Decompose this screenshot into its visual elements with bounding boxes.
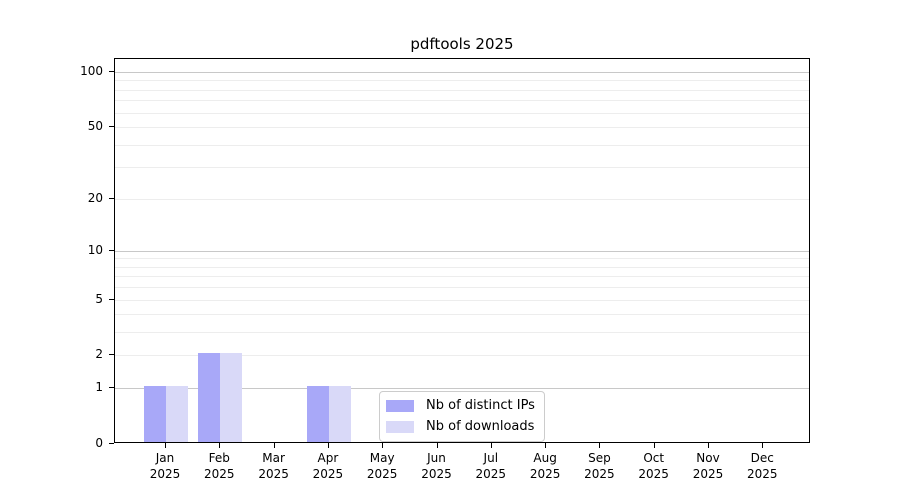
y-tick-label: 50 (87, 119, 103, 134)
plot-area (114, 58, 810, 443)
x-tick-label: Mar 2025 (244, 450, 304, 482)
gridline-minor (115, 89, 809, 91)
chart-title: pdftools 2025 (410, 35, 514, 53)
gridline-minor (115, 355, 809, 357)
x-label-year: 2025 (312, 467, 344, 481)
x-label-year: 2025 (747, 467, 778, 481)
x-tick-label: Nov 2025 (678, 450, 738, 482)
x-label-year: 2025 (258, 467, 289, 481)
gridline-major (115, 72, 809, 73)
gridline-minor (115, 332, 809, 334)
bar-downloads-feb (220, 353, 243, 442)
x-label-month: Jul (483, 451, 499, 465)
legend-row-distinct-ips: Nb of distinct IPs (386, 398, 535, 414)
legend-row-downloads: Nb of downloads (386, 419, 535, 435)
gridline-minor (115, 198, 809, 200)
x-tick (599, 443, 601, 448)
x-label-month: Dec (750, 451, 774, 465)
gridline-minor (115, 112, 809, 114)
y-tick (109, 354, 114, 356)
y-tick (109, 71, 114, 72)
y-tick (109, 387, 114, 389)
x-tick-label: Sep 2025 (569, 450, 629, 482)
gridline-minor (115, 299, 809, 301)
x-label-year: 2025 (529, 467, 561, 481)
gridline-minor (115, 276, 809, 278)
bar-downloads-jan (166, 386, 188, 442)
x-label-year: 2025 (584, 467, 615, 481)
y-tick-label: 5 (95, 291, 103, 306)
x-tick-label: May 2025 (352, 450, 412, 482)
gridline-minor (115, 266, 809, 268)
y-tick-label: 10 (87, 242, 103, 257)
x-label-year: 2025 (204, 467, 235, 481)
gridline-minor (115, 100, 809, 102)
gridline-minor (115, 144, 809, 146)
x-label-year: 2025 (366, 467, 398, 481)
legend-swatch-distinct-ips (386, 400, 414, 412)
x-tick (273, 443, 275, 448)
x-label-year: 2025 (149, 467, 181, 481)
gridline-minor (115, 80, 809, 82)
x-label-month: Oct (643, 451, 665, 465)
bar-distinct-ips-apr (306, 386, 329, 442)
x-label-month: Feb (208, 451, 230, 465)
y-tick (109, 443, 114, 444)
x-tick (762, 443, 764, 448)
x-label-month: Jan (155, 451, 175, 465)
x-tick (327, 443, 329, 448)
x-label-month: Jun (427, 451, 446, 465)
legend-label-downloads: Nb of downloads (426, 419, 535, 434)
y-tick-label: 0 (95, 436, 103, 450)
x-label-month: Mar (262, 451, 285, 465)
x-label-month: May (369, 451, 395, 465)
x-tick-label: Aug 2025 (515, 450, 575, 482)
x-tick (436, 443, 438, 448)
gridline-minor (115, 258, 809, 260)
x-tick-label: Feb 2025 (189, 450, 249, 482)
x-tick-label: Apr 2025 (298, 450, 358, 482)
x-tick (490, 443, 492, 448)
x-tick-label: Jun 2025 (407, 450, 467, 482)
gridline-minor (115, 314, 809, 316)
gridline-major (115, 250, 809, 252)
x-label-year: 2025 (421, 467, 452, 481)
x-tick (219, 443, 221, 448)
y-tick (109, 298, 114, 300)
x-tick (653, 443, 655, 448)
x-tick-label: Oct 2025 (624, 450, 684, 482)
y-tick (109, 249, 114, 251)
x-tick (165, 443, 166, 448)
gridline-major (115, 388, 809, 390)
x-tick (545, 443, 547, 448)
y-tick (109, 126, 114, 128)
x-label-month: Sep (588, 451, 611, 465)
x-label-month: Aug (533, 451, 557, 465)
bar-distinct-ips-feb (198, 353, 221, 442)
x-tick-label: Jul 2025 (461, 450, 521, 482)
gridline-minor (115, 167, 809, 169)
x-label-year: 2025 (638, 467, 669, 481)
x-tick-label: Jan 2025 (135, 450, 195, 482)
legend-swatch-downloads (386, 421, 414, 433)
bar-distinct-ips-jan (144, 386, 166, 442)
gridline-minor (115, 127, 809, 129)
gridline-minor (115, 287, 809, 289)
y-tick-label: 20 (87, 190, 103, 205)
y-tick-label: 100 (80, 64, 103, 78)
x-label-month: Nov (696, 451, 720, 465)
y-tick-label: 2 (95, 347, 103, 362)
x-label-year: 2025 (692, 467, 724, 481)
legend-label-distinct-ips: Nb of distinct IPs (426, 398, 535, 413)
bar-downloads-apr (328, 386, 351, 442)
y-tick (109, 197, 114, 199)
x-tick-label: Dec 2025 (732, 450, 792, 482)
legend: Nb of distinct IPs Nb of downloads (379, 391, 545, 442)
x-tick (708, 443, 709, 448)
x-tick (382, 443, 384, 448)
x-label-month: Apr (317, 451, 339, 465)
x-label-year: 2025 (475, 467, 507, 481)
y-tick-label: 1 (95, 380, 103, 395)
